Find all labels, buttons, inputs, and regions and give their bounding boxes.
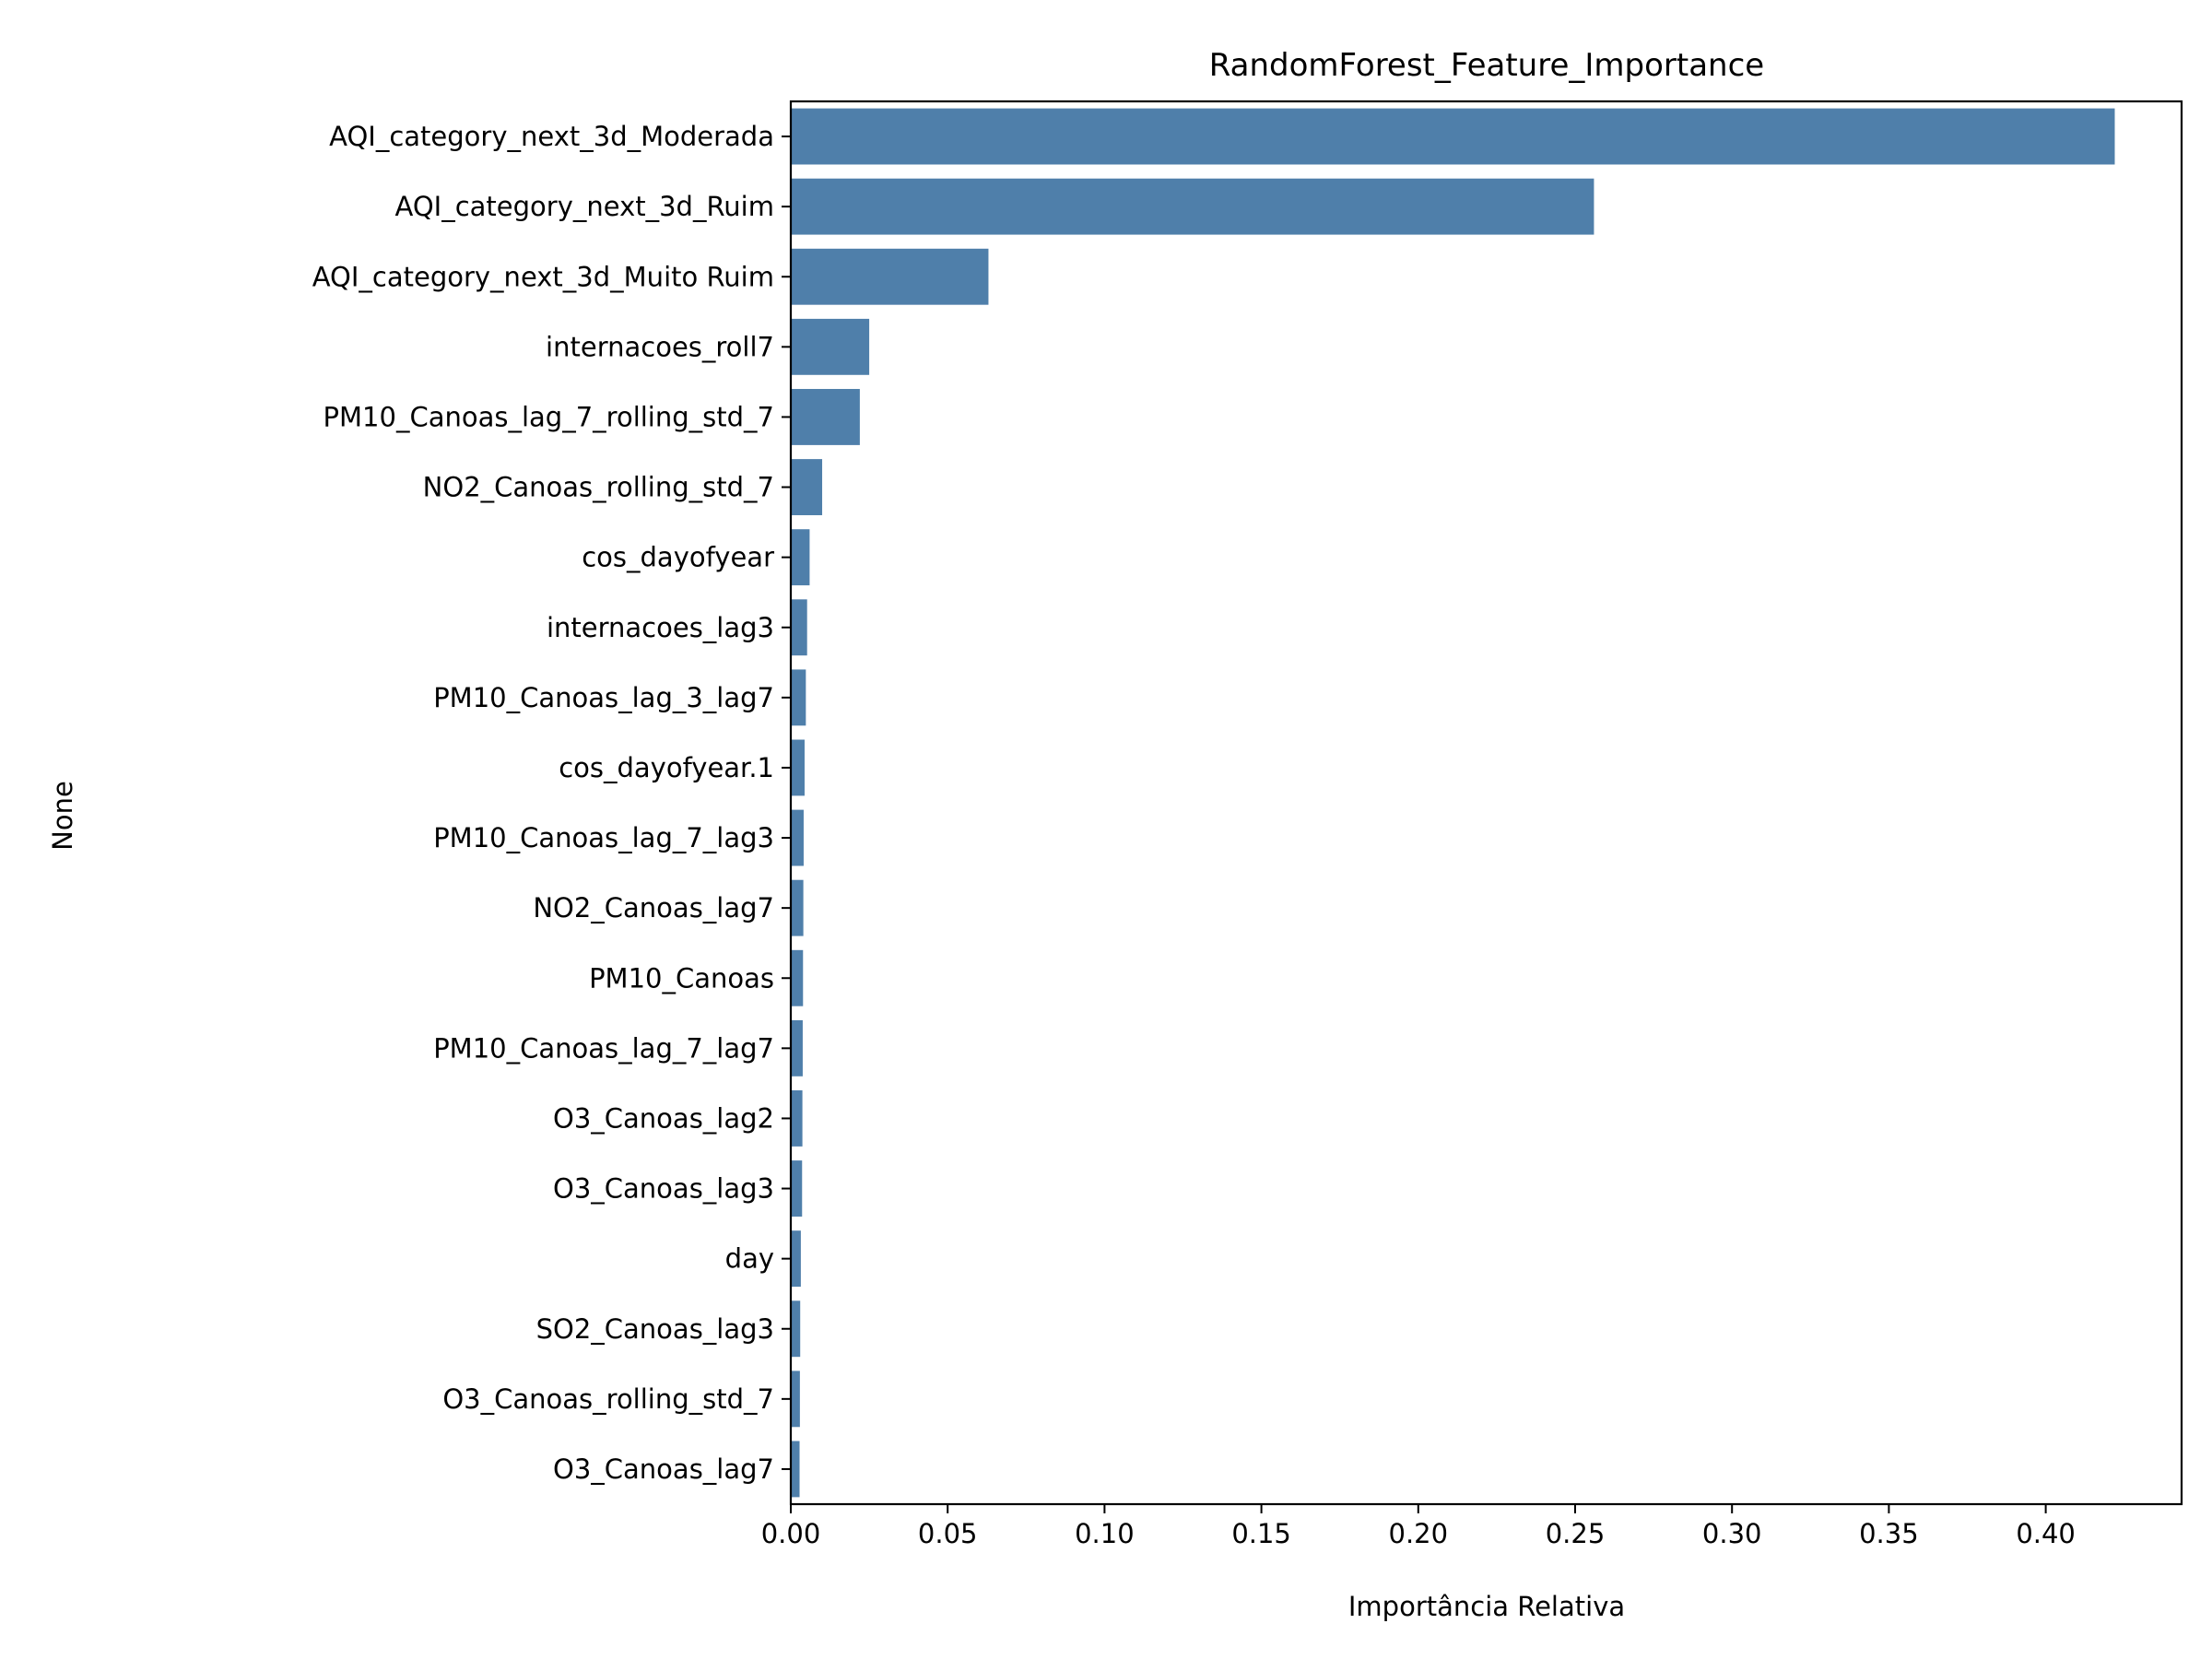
y-tick-label: O3_Canoas_lag3 bbox=[553, 1173, 774, 1205]
y-tick-label: AQI_category_next_3d_Ruim bbox=[394, 191, 774, 222]
y-tick-label: O3_Canoas_lag7 bbox=[553, 1453, 774, 1485]
bar bbox=[791, 459, 823, 515]
bar bbox=[791, 1300, 801, 1358]
y-tick-label: cos_dayofyear bbox=[582, 542, 774, 573]
y-axis-label: None bbox=[47, 781, 78, 851]
x-tick-label: 0.10 bbox=[1075, 1518, 1135, 1549]
y-tick-label: NO2_Canoas_lag7 bbox=[533, 892, 774, 924]
bar bbox=[791, 879, 804, 936]
bar bbox=[791, 949, 804, 1006]
bar bbox=[791, 599, 807, 656]
bar bbox=[791, 248, 989, 305]
x-tick-label: 0.00 bbox=[761, 1518, 821, 1549]
x-tick-label: 0.15 bbox=[1231, 1518, 1291, 1549]
x-tick-label: 0.40 bbox=[2016, 1518, 2076, 1549]
y-tick-label: PM10_Canoas bbox=[589, 962, 774, 994]
y-tick-label: O3_Canoas_rolling_std_7 bbox=[442, 1383, 774, 1415]
y-tick-label: PM10_Canoas_lag_3_lag7 bbox=[433, 682, 774, 713]
chart-title: RandomForest_Feature_Importance bbox=[1209, 47, 1764, 84]
y-tick-label: PM10_Canoas_lag_7_lag3 bbox=[433, 822, 774, 853]
y-tick-label: NO2_Canoas_rolling_std_7 bbox=[423, 472, 774, 503]
x-tick-label: 0.20 bbox=[1389, 1518, 1449, 1549]
y-tick-label: internacoes_roll7 bbox=[546, 331, 774, 362]
bars-group bbox=[791, 108, 2115, 1498]
x-axis-ticks: 0.00 0.05 0.10 0.15 0.20 0.25 0.30 0.35 0.40 bbox=[761, 1504, 2076, 1549]
bar bbox=[791, 669, 806, 726]
bar bbox=[791, 318, 870, 375]
x-tick-label: 0.35 bbox=[1859, 1518, 1919, 1549]
bar bbox=[791, 1160, 803, 1217]
bar bbox=[791, 739, 805, 796]
plot-frame bbox=[789, 100, 2183, 1506]
y-tick-label: AQI_category_next_3d_Moderada bbox=[329, 121, 774, 152]
bar bbox=[791, 1019, 803, 1077]
bar bbox=[791, 1090, 803, 1147]
bar bbox=[791, 108, 2115, 165]
x-axis-label: Importância Relativa bbox=[1348, 1591, 1625, 1622]
x-tick-label: 0.30 bbox=[1702, 1518, 1762, 1549]
y-tick-label: SO2_Canoas_lag3 bbox=[536, 1313, 774, 1345]
y-tick-label: internacoes_lag3 bbox=[547, 612, 774, 643]
bar bbox=[791, 1441, 800, 1498]
x-tick-label: 0.25 bbox=[1546, 1518, 1606, 1549]
bar bbox=[791, 178, 1594, 235]
bar bbox=[791, 1230, 801, 1288]
y-tick-label: PM10_Canoas_lag_7_lag7 bbox=[433, 1032, 774, 1064]
y-tick-label: O3_Canoas_lag2 bbox=[553, 1102, 774, 1134]
y-axis-ticks: AQI_category_next_3d_Moderada AQI_categor… bbox=[312, 121, 791, 1485]
bar bbox=[791, 389, 860, 445]
bar bbox=[791, 809, 804, 866]
y-tick-label: cos_dayofyear.1 bbox=[559, 752, 774, 783]
y-tick-label: day bbox=[725, 1243, 774, 1275]
y-tick-label: PM10_Canoas_lag_7_rolling_std_7 bbox=[324, 401, 774, 432]
bar bbox=[791, 529, 810, 586]
x-tick-label: 0.05 bbox=[918, 1518, 978, 1549]
bar bbox=[791, 1371, 800, 1428]
y-tick-label: AQI_category_next_3d_Muito Ruim bbox=[312, 261, 774, 292]
